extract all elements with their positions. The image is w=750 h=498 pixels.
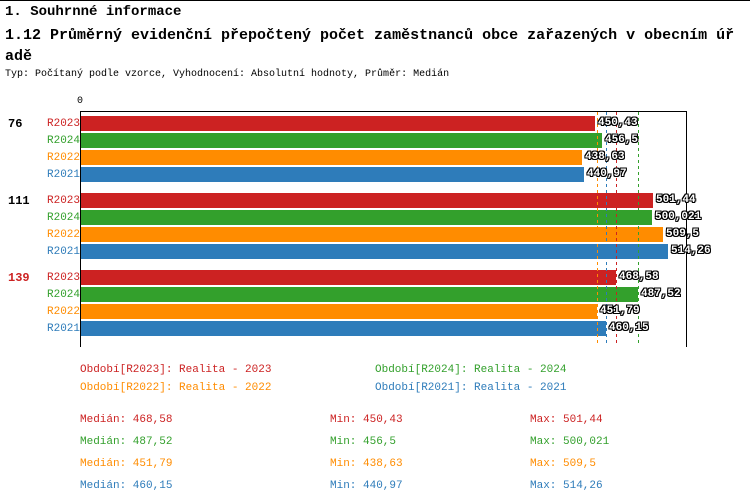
- median-line-R2024: [638, 112, 639, 346]
- bar-value-label: 514,26: [671, 245, 711, 257]
- bar-value-label: 500,021: [655, 211, 702, 223]
- chart-frame-top: [80, 111, 687, 112]
- bar-value-label: 456,5: [605, 134, 639, 146]
- group-label: 76: [8, 117, 23, 131]
- bar-value-label: 509,5: [666, 228, 700, 240]
- stat-median-R2022: Medián: 451,79: [80, 458, 173, 470]
- series-label: R2024: [47, 135, 81, 147]
- bar-R2022: [81, 150, 582, 165]
- group-label: 139: [8, 271, 30, 285]
- bar-R2024: [81, 133, 602, 148]
- median-line-R2022: [597, 112, 598, 346]
- series-label: R2024: [47, 212, 81, 224]
- bar-value-label: 468,58: [619, 271, 659, 283]
- chart-frame-left: [80, 111, 81, 347]
- stat-max-R2023: Max: 501,44: [530, 414, 603, 426]
- chart-parameters: Typ: Počítaný podle vzorce, Vyhodnocení:…: [5, 69, 450, 80]
- bar-R2021: [81, 321, 606, 336]
- stat-min-R2022: Min: 438,63: [330, 458, 403, 470]
- bar-R2023: [81, 270, 616, 285]
- stat-min-R2023: Min: 450,43: [330, 414, 403, 426]
- series-label: R2022: [47, 229, 81, 241]
- series-label: R2023: [47, 118, 81, 130]
- stat-max-R2024: Max: 500,021: [530, 436, 610, 448]
- bar-value-label: 451,79: [600, 305, 640, 317]
- stat-median-R2021: Medián: 460,15: [80, 480, 173, 492]
- bar-R2021: [81, 167, 584, 182]
- stat-median-R2023: Medián: 468,58: [80, 414, 173, 426]
- section-heading: 1. Souhrnné informace: [5, 4, 182, 20]
- indicator-title: 1.12 Průměrný evidenční přepočtený počet…: [5, 27, 735, 65]
- bar-R2023: [81, 193, 653, 208]
- bar-R2023: [81, 116, 595, 131]
- median-line-R2021: [606, 112, 607, 346]
- series-label: R2023: [47, 272, 81, 284]
- stat-min-R2021: Min: 440,97: [330, 480, 403, 492]
- bar-value-label: 440,97: [587, 168, 627, 180]
- bar-value-label: 487,52: [641, 288, 681, 300]
- stat-min-R2024: Min: 456,5: [330, 436, 397, 448]
- series-label: R2021: [47, 169, 81, 181]
- series-label: R2023: [47, 195, 81, 207]
- bar-R2022: [81, 304, 597, 319]
- chart-frame-right: [686, 111, 687, 347]
- bar-value-label: 450,43: [598, 117, 638, 129]
- series-label: R2021: [47, 246, 81, 258]
- legend-item-R2022: Období[R2022]: Realita - 2022: [80, 382, 272, 394]
- legend-item-R2024: Období[R2024]: Realita - 2024: [375, 364, 567, 376]
- bar-R2024: [81, 210, 652, 225]
- stat-max-R2021: Max: 514,26: [530, 480, 603, 492]
- legend-item-R2021: Období[R2021]: Realita - 2021: [375, 382, 567, 394]
- series-label: R2024: [47, 289, 81, 301]
- stat-median-R2024: Medián: 487,52: [80, 436, 173, 448]
- bar-value-label: 460,15: [609, 322, 649, 334]
- bar-R2022: [81, 227, 663, 242]
- median-line-R2023: [616, 112, 617, 346]
- bar-R2021: [81, 244, 668, 259]
- series-label: R2022: [47, 152, 81, 164]
- axis-origin-label: 0: [76, 96, 83, 107]
- series-label: R2022: [47, 306, 81, 318]
- stat-max-R2022: Max: 509,5: [530, 458, 597, 470]
- bar-value-label: 438,63: [585, 151, 625, 163]
- legend-item-R2023: Období[R2023]: Realita - 2023: [80, 364, 272, 376]
- series-label: R2021: [47, 323, 81, 335]
- group-label: 111: [8, 194, 30, 208]
- bar-R2024: [81, 287, 638, 302]
- bar-value-label: 501,44: [656, 194, 696, 206]
